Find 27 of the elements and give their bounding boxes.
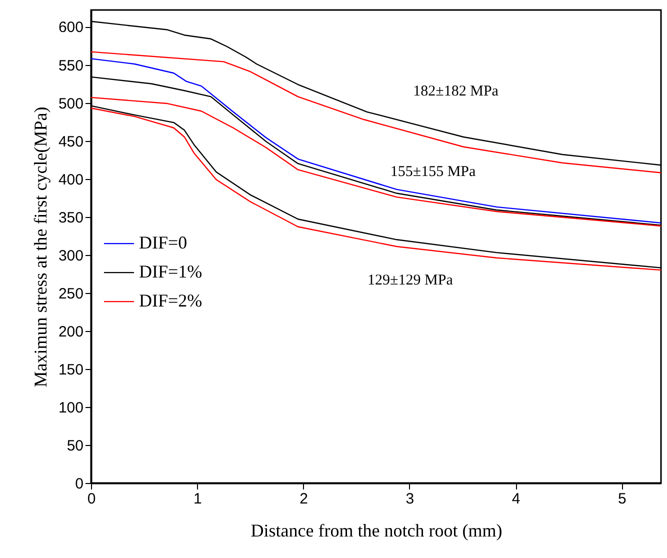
y-tick-label: 500	[58, 95, 84, 112]
x-tick-label: 0	[87, 490, 96, 508]
y-tick-label: 100	[58, 399, 84, 416]
y-tick-label: 0	[75, 476, 84, 492]
y-tick-label: 200	[58, 323, 84, 340]
y-tick-label: 400	[58, 171, 84, 188]
x-tick-label: 5	[618, 490, 626, 508]
y-tick-label: 600	[58, 19, 84, 36]
legend-label: DIF=1%	[139, 262, 202, 282]
y-tick-label: 250	[58, 285, 84, 302]
y-tick-label: 50	[66, 437, 84, 454]
y-tick-label: 150	[58, 361, 84, 378]
x-tick-label: 4	[512, 490, 520, 508]
annotation: 155±155 MPa	[390, 164, 476, 180]
x-tick-label: 3	[406, 490, 414, 508]
legend-label: DIF=2%	[139, 290, 202, 311]
x-tick-label: 2	[300, 490, 308, 508]
legend-label: DIF=0	[139, 232, 188, 253]
x-tick-label: 1	[193, 490, 202, 508]
x-axis-title: Distance from the notch root (mm)	[250, 520, 502, 540]
y-tick-label: 300	[58, 247, 84, 264]
annotation: 182±182 MPa	[413, 83, 499, 100]
annotation: 129±129 MPa	[368, 272, 454, 289]
y-tick-label: 450	[58, 133, 84, 150]
y-axis-title: Maximun stress at the first cycle(MPa)	[30, 106, 50, 388]
y-tick-label: 550	[58, 57, 84, 74]
y-tick-label: 350	[58, 209, 84, 226]
